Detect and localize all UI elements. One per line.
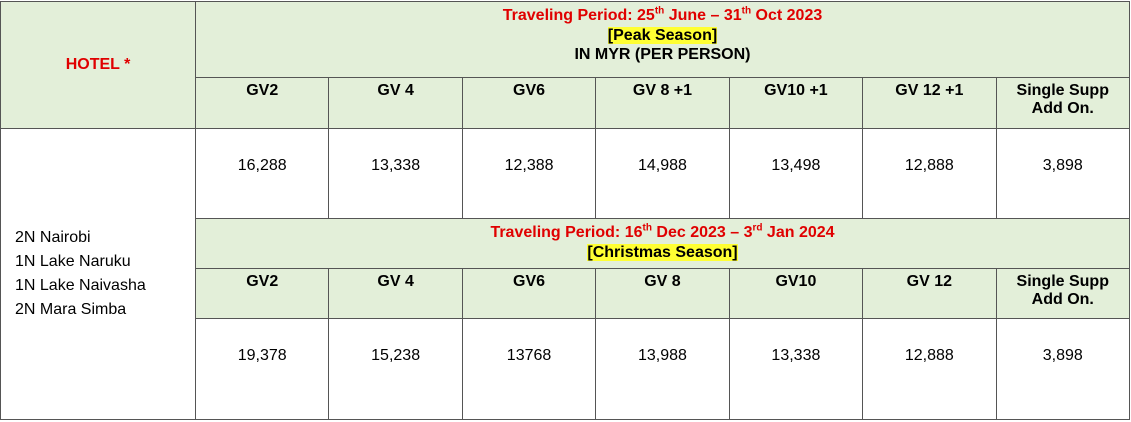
column-label: GV2 [246, 82, 279, 99]
column-label: GV 4 [377, 82, 414, 99]
column-header: GV 12 [862, 268, 997, 319]
hotel-name: 2N Mara Simba [15, 301, 127, 318]
price-cell: 13,338 [328, 128, 463, 219]
period-title: Traveling Period: 25th June – 31th Oct 2… [198, 6, 1127, 26]
hotel-header: HOTEL * [0, 1, 196, 129]
column-label: Single Supp Add On. [1016, 82, 1109, 117]
period-row: HOTEL * Traveling Period: 25th June – 31t… [0, 1, 1130, 129]
period-text: th [642, 222, 652, 234]
period-text: June – 31 [664, 7, 742, 24]
column-header: GV2 [194, 268, 330, 319]
column-label: GV 4 [377, 273, 414, 290]
price-cell: 16,288 [194, 128, 330, 219]
column-label: GV 8 [644, 273, 681, 290]
season-label: [Christmas Season] [587, 244, 738, 261]
period-row: Traveling Period: 16th Dec 2023 – 3rd Ja… [1, 218, 1130, 269]
season-line: [Christmas Season] [198, 243, 1127, 263]
currency-label: IN MYR (PER PERSON) [574, 46, 751, 63]
period-text: rd [752, 222, 763, 234]
period-title: Traveling Period: 16th Dec 2023 – 3rd Ja… [198, 223, 1127, 243]
column-header: GV 4 [328, 268, 463, 319]
column-header: GV 8 [595, 268, 730, 319]
column-label: GV6 [513, 273, 546, 290]
column-label: GV 8 +1 [632, 82, 693, 99]
period-text: th [654, 5, 665, 17]
price-cell: 13768 [461, 318, 597, 420]
column-label: GV 12 [906, 273, 952, 290]
hotel-list: 2N Nairobi 1N Lake Naruku 1N Lake Naivasha… [0, 128, 196, 420]
price-cell: 3,898 [995, 318, 1131, 420]
price-cell: 14,988 [595, 128, 730, 219]
price-cell: 13,498 [728, 128, 864, 219]
season-label: [Peak Season] [607, 27, 718, 44]
column-label: GV10 +1 [764, 82, 828, 99]
column-header: GV6 [461, 77, 597, 129]
column-header: GV 8 +1 [595, 77, 730, 129]
column-label: GV6 [513, 82, 546, 99]
period-text: Oct 2023 [751, 7, 823, 24]
column-header: GV2 [194, 77, 330, 129]
column-label: GV10 [775, 273, 817, 290]
price-row: 2N Nairobi 1N Lake Naruku 1N Lake Naivasha… [0, 128, 1131, 420]
hotel-name: 2N Nairobi [15, 229, 91, 246]
hotel-name: 1N Lake Naruku [15, 253, 131, 270]
column-header: GV10 [728, 268, 864, 319]
price-row: 19,378 15,238 13768 13,988 13,338 12,888 3,898 [1, 318, 1131, 420]
column-header: Single Supp Add On. [995, 268, 1131, 319]
period-text: Traveling Period: 25 [502, 7, 655, 24]
period-text: Dec 2023 – 3 [651, 224, 753, 241]
period-text: th [741, 5, 752, 17]
period-cell: Traveling Period: 25th June – 31th Oct 2… [195, 1, 1130, 78]
price-cell: 12,388 [461, 128, 597, 219]
column-header-row: GV2 GV 4 GV6 GV 8 GV10 GV 12 Single Supp Add O… [1, 268, 1131, 319]
period-text: Jan 2024 [762, 224, 835, 241]
season-line: [Peak Season] [198, 26, 1127, 46]
column-header: Single Supp Add On. [995, 77, 1131, 129]
price-cell: 15,238 [328, 318, 463, 420]
price-cell: 19,378 [194, 318, 330, 420]
column-label: GV2 [246, 273, 279, 290]
column-header: GV6 [461, 268, 597, 319]
hotel-label: HOTEL * [65, 56, 131, 73]
column-label: GV 12 +1 [895, 82, 964, 99]
period-cell: Traveling Period: 16th Dec 2023 – 3rd Ja… [195, 218, 1130, 269]
price-cell: 13,338 [728, 318, 864, 420]
price-cell: 12,888 [862, 128, 997, 219]
price-cell: 3,898 [995, 128, 1131, 219]
column-header: GV 4 [328, 77, 463, 129]
period-text: Traveling Period: 16 [490, 224, 643, 241]
column-header: GV10 +1 [728, 77, 864, 129]
column-header: GV 12 +1 [862, 77, 997, 129]
column-label: Single Supp Add On. [1016, 273, 1109, 308]
price-cell: 13,988 [595, 318, 730, 420]
price-cell: 12,888 [862, 318, 997, 420]
currency-line: IN MYR (PER PERSON) [198, 46, 1127, 64]
hotel-name: 1N Lake Naivasha [15, 277, 146, 294]
column-header-row: GV2 GV 4 GV6 GV 8 +1 GV10 +1 GV 12 +1 Single S… [1, 77, 1131, 129]
